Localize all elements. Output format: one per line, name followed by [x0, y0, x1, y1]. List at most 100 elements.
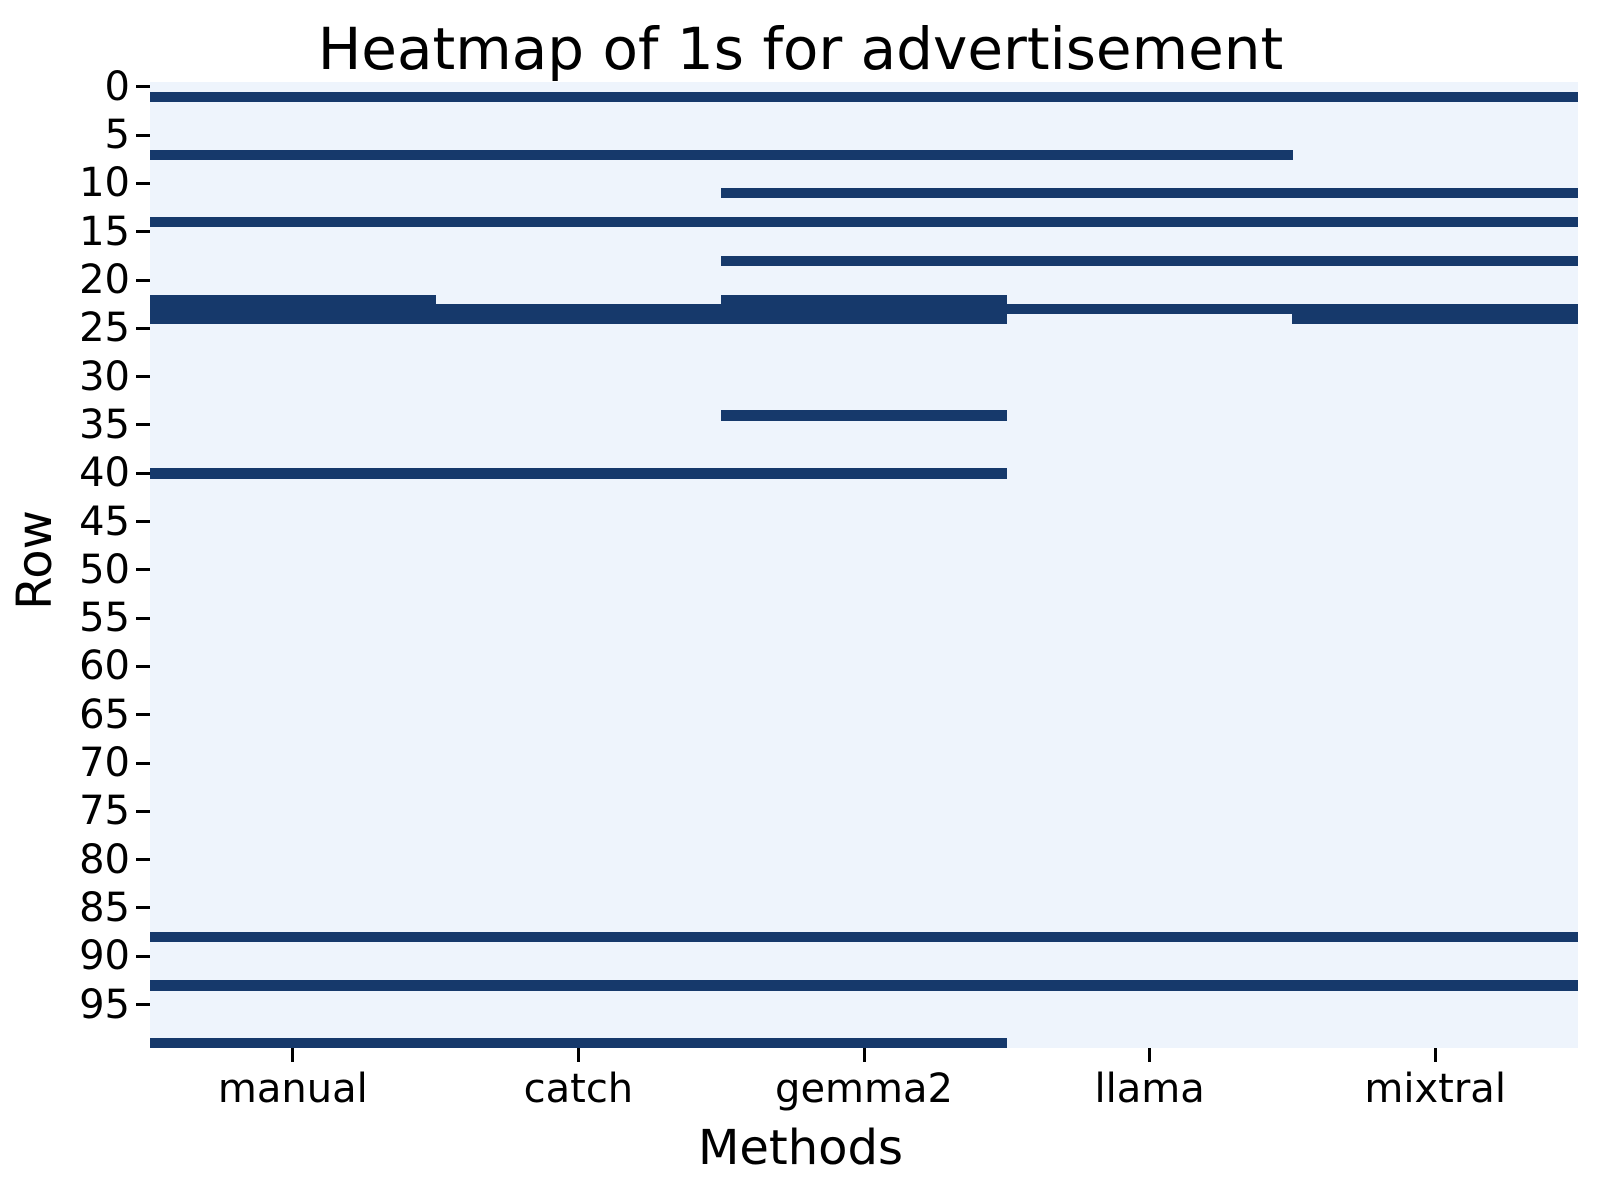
y-tick-mark [136, 568, 150, 571]
heatmap-cell [1007, 92, 1293, 102]
y-tick-mark [136, 279, 150, 282]
y-tick-label: 30 [79, 357, 130, 397]
heatmap-cell [436, 217, 722, 227]
y-tick-label: 5 [105, 115, 130, 155]
y-tick-mark [136, 810, 150, 813]
y-tick-label: 20 [79, 260, 130, 300]
y-tick-mark [136, 327, 150, 330]
y-tick-mark [136, 762, 150, 765]
x-tick-label: mixtral [1364, 1066, 1506, 1112]
heatmap-figure: Heatmap of 1s for advertisement Row Meth… [0, 0, 1601, 1192]
x-tick-mark [577, 1048, 580, 1062]
y-tick-label: 85 [79, 888, 130, 928]
heatmap-cell [150, 92, 436, 102]
heatmap-cell [436, 1038, 722, 1048]
heatmap-cell [436, 92, 722, 102]
heatmap-cell [721, 980, 1007, 990]
y-tick-label: 70 [79, 743, 130, 783]
y-tick-mark [136, 134, 150, 137]
y-tick-label: 50 [79, 550, 130, 590]
y-tick-mark [136, 182, 150, 185]
y-tick-mark [136, 230, 150, 233]
heatmap-cell [721, 256, 1007, 266]
heatmap-cell [1007, 304, 1293, 314]
heatmap-cell [721, 295, 1007, 305]
x-tick-label: catch [524, 1066, 634, 1112]
y-tick-mark [136, 472, 150, 475]
heatmap-cell [721, 932, 1007, 942]
y-tick-mark [136, 617, 150, 620]
y-tick-mark [136, 906, 150, 909]
heatmap-cell [721, 1038, 1007, 1048]
heatmap-cell [1007, 217, 1293, 227]
y-tick-mark [136, 375, 150, 378]
heatmap-cell [1007, 188, 1293, 198]
heatmap-cell [1007, 932, 1293, 942]
heatmap-cell [721, 468, 1007, 478]
y-tick-label: 35 [79, 405, 130, 445]
y-tick-label: 25 [79, 308, 130, 348]
heatmap-cell [721, 92, 1007, 102]
heatmap-cell [150, 150, 436, 160]
heatmap-cell [150, 304, 436, 314]
chart-title: Heatmap of 1s for advertisement [0, 15, 1601, 83]
y-tick-mark [136, 1003, 150, 1006]
y-tick-mark [136, 665, 150, 668]
heatmap-cell [721, 217, 1007, 227]
heatmap-cell [1007, 980, 1293, 990]
y-tick-label: 15 [79, 212, 130, 252]
y-tick-label: 65 [79, 695, 130, 735]
y-tick-mark [136, 713, 150, 716]
heatmap-cell [436, 468, 722, 478]
heatmap-cell [721, 150, 1007, 160]
heatmap-cell [150, 217, 436, 227]
y-tick-label: 80 [79, 840, 130, 880]
y-tick-mark [136, 955, 150, 958]
heatmap-cell [436, 150, 722, 160]
heatmap-cell [436, 304, 722, 314]
y-tick-mark [136, 423, 150, 426]
x-tick-mark [291, 1048, 294, 1062]
heatmap-cell [150, 932, 436, 942]
x-axis-label: Methods [0, 1120, 1601, 1176]
heatmap-cell [150, 295, 436, 305]
y-tick-mark [136, 858, 150, 861]
heatmap-cell [1007, 256, 1293, 266]
heatmap-cell [1292, 932, 1578, 942]
heatmap-cell [1292, 92, 1578, 102]
heatmap-cell [1292, 256, 1578, 266]
heatmap-cell [436, 980, 722, 990]
heatmap-cell [1292, 314, 1578, 324]
heatmap-cell [1292, 217, 1578, 227]
heatmap-cell [150, 1038, 436, 1048]
x-tick-mark [1148, 1048, 1151, 1062]
x-tick-mark [863, 1048, 866, 1062]
heatmap-cell [1292, 188, 1578, 198]
y-tick-mark [136, 520, 150, 523]
heatmap-cell [150, 468, 436, 478]
heatmap-cell [436, 932, 722, 942]
y-tick-label: 40 [79, 453, 130, 493]
plot-area [150, 82, 1578, 1048]
y-tick-label: 55 [79, 598, 130, 638]
y-tick-label: 10 [79, 163, 130, 203]
y-tick-label: 90 [79, 936, 130, 976]
x-tick-label: llama [1094, 1066, 1204, 1112]
y-axis-label: Row [11, 360, 59, 760]
heatmap-cell [150, 314, 436, 324]
x-tick-label: manual [218, 1066, 368, 1112]
y-tick-label: 45 [79, 502, 130, 542]
heatmap-cell [721, 188, 1007, 198]
heatmap-cell [150, 980, 436, 990]
heatmap-cell [721, 314, 1007, 324]
y-tick-label: 95 [79, 985, 130, 1025]
heatmap-cell [1292, 980, 1578, 990]
x-tick-mark [1434, 1048, 1437, 1062]
heatmap-cell [721, 410, 1007, 420]
heatmap-cell [436, 314, 722, 324]
x-tick-label: gemma2 [775, 1066, 953, 1112]
y-tick-label: 0 [105, 67, 130, 107]
heatmap-cell [1007, 150, 1293, 160]
y-tick-label: 75 [79, 791, 130, 831]
heatmap-cell [1292, 304, 1578, 314]
